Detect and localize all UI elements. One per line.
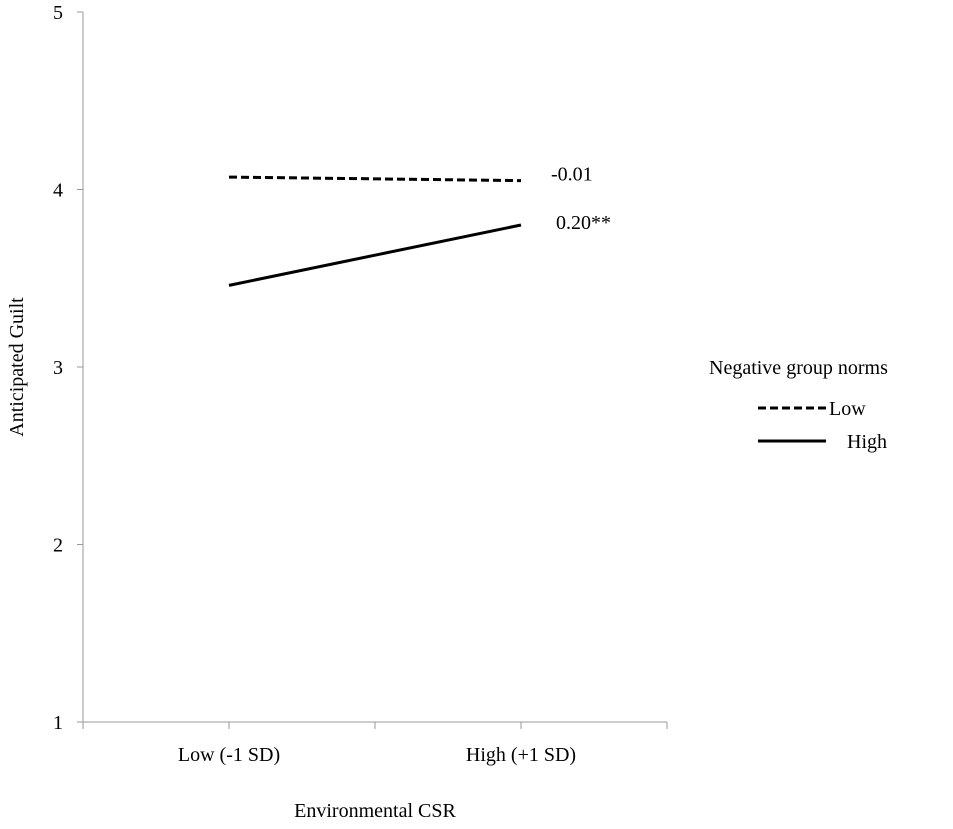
axes — [82, 12, 667, 723]
legend-title: Negative group norms — [709, 357, 888, 379]
x-tick-label: Low (-1 SD) — [178, 744, 280, 766]
slope-label-low: -0.01 — [551, 164, 593, 186]
y-tick-label: 3 — [53, 357, 63, 379]
y-axis-ticks: 1 2 3 4 5 — [53, 2, 83, 734]
series-line-high — [228, 223, 522, 287]
legend-label-high: High — [847, 431, 887, 453]
y-tick-label: 5 — [53, 2, 63, 24]
slope-label-high: 0.20** — [556, 212, 611, 234]
y-tick-label: 2 — [53, 535, 63, 557]
y-tick-label: 4 — [53, 180, 63, 202]
x-axis-ticks: Low (-1 SD) High (+1 SD) — [82, 722, 668, 766]
y-tick-label: 1 — [53, 712, 63, 734]
legend-label-low: Low — [829, 398, 866, 420]
series-line-low — [228, 175, 522, 183]
series-lines — [228, 175, 522, 287]
x-tick-label: High (+1 SD) — [466, 744, 576, 766]
x-axis-title: Environmental CSR — [294, 800, 456, 822]
legend-items: Low High — [758, 398, 887, 453]
legend: Negative group norms Low High — [709, 357, 888, 453]
y-axis-title: Anticipated Guilt — [6, 297, 28, 437]
slope-labels: -0.01 0.20** — [551, 164, 611, 234]
